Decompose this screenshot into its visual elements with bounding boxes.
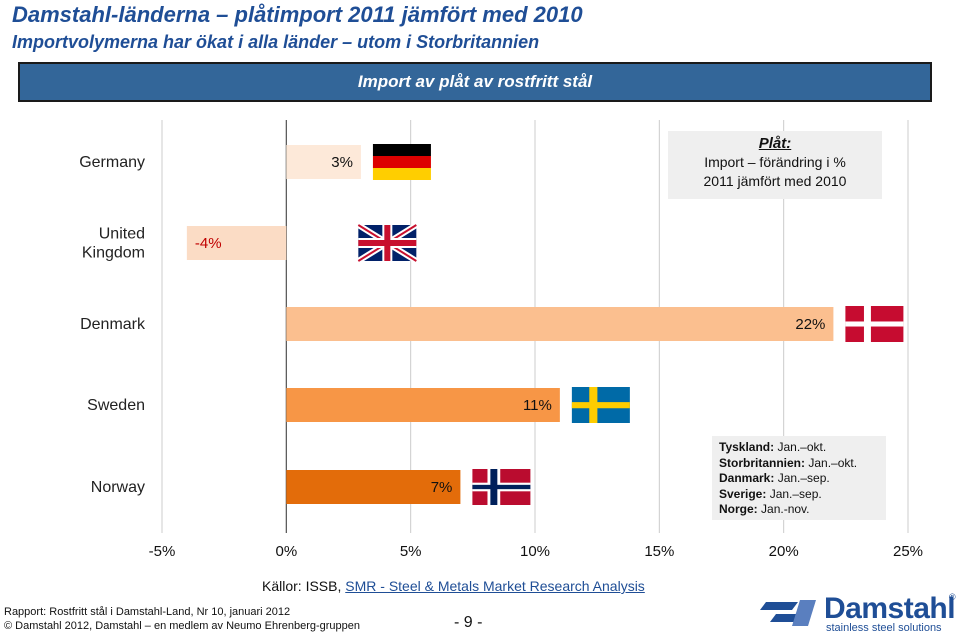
denmark-flag-icon xyxy=(845,306,904,342)
x-tick-label: 0% xyxy=(275,543,297,560)
page-title: Damstahl-länderna – plåtimport 2011 jämf… xyxy=(12,2,583,27)
labels: -5% 0% 5% 10% 15% 20% 25% Germany 3% United Kingdo… xyxy=(79,154,923,560)
bar-chart: -5% 0% 5% 10% 15% 20% 25% Germany 3% United Kingdo… xyxy=(79,120,923,560)
category-label: Norway xyxy=(91,479,145,496)
category-label: Denmark xyxy=(80,316,146,333)
copyright: © Damstahl 2012, Damstahl – en medlem av… xyxy=(4,620,361,632)
logo-name: Damstahl xyxy=(824,592,956,625)
data-label: -4% xyxy=(195,235,222,252)
bar-germany xyxy=(286,145,361,179)
bar-sweden xyxy=(286,388,560,422)
period-row: Storbritannien: Jan.–okt. xyxy=(719,455,858,470)
note-line-2: 2011 jämfört med 2010 xyxy=(703,173,847,189)
sweden-flag-icon xyxy=(571,387,630,423)
legend-note: Plåt: Import – förändring i % 2011 jämfö… xyxy=(668,131,882,199)
sources-link[interactable]: SMR - Steel & Metals Market Research Ana… xyxy=(345,578,645,594)
x-tick-label: -5% xyxy=(149,543,176,560)
period-row: Danmark: Jan.–sep. xyxy=(719,471,830,485)
x-tick-label: 20% xyxy=(769,543,799,560)
note-line-1: Import – förändring i % xyxy=(704,154,846,170)
bars xyxy=(186,145,834,504)
page-number: - 9 - xyxy=(454,614,483,631)
x-tick-label: 5% xyxy=(400,543,422,560)
chart-banner: Import av plåt av rostfritt stål xyxy=(18,62,932,102)
note-heading: Plåt: xyxy=(758,135,792,152)
period-note: Tyskland: Jan.–okt. Storbritannien: Jan.… xyxy=(712,436,886,520)
flags xyxy=(356,144,904,505)
sources-text: Källor: ISSB, SMR - Steel & Metals Marke… xyxy=(262,578,645,594)
x-tick-label: 15% xyxy=(644,543,674,560)
report-info: Rapport: Rostfritt stål i Damstahl-Land,… xyxy=(4,606,291,618)
bar-united-kingdom xyxy=(186,226,287,260)
period-row: Norge: Jan.-nov. xyxy=(719,502,810,516)
damstahl-logo-mark-icon xyxy=(760,600,816,626)
x-tick-label: 10% xyxy=(520,543,550,560)
germany-flag-icon xyxy=(372,144,431,180)
uk-flag-icon xyxy=(356,222,418,264)
banner-label: Import av plåt av rostfritt stål xyxy=(357,72,593,91)
period-row: Tyskland: Jan.–okt. xyxy=(719,440,827,454)
data-label: 7% xyxy=(431,479,453,496)
logo-registered: ® xyxy=(949,592,956,602)
category-label: Germany xyxy=(79,154,145,171)
category-label: United Kingdom xyxy=(82,226,145,262)
logo-tagline: stainless steel solutions xyxy=(826,622,942,634)
period-row: Sverige: Jan.–sep. xyxy=(719,486,822,501)
norway-flag-icon xyxy=(472,469,531,505)
bar-denmark xyxy=(286,307,834,341)
data-label: 3% xyxy=(331,154,353,171)
data-label: 11% xyxy=(523,397,552,414)
category-label: Sweden xyxy=(87,397,145,414)
page-subtitle: Importvolymerna har ökat i alla länder –… xyxy=(12,32,540,52)
bar-norway xyxy=(286,470,461,504)
data-label: 22% xyxy=(795,316,825,333)
x-tick-label: 25% xyxy=(893,543,923,560)
